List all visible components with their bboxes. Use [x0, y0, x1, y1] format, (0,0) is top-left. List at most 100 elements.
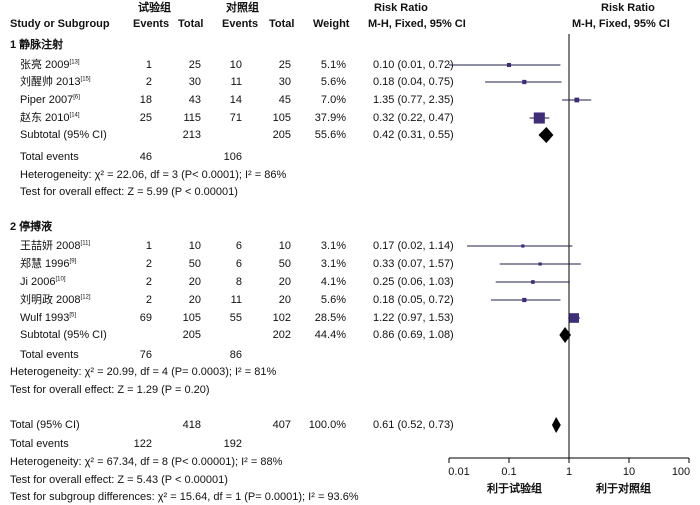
subtotal-label: Subtotal (95% CI): [20, 329, 107, 341]
ci-cell: 0.25 (0.06, 1.03): [373, 276, 454, 288]
total2-header: Total: [269, 18, 295, 30]
ci-cell: 0.32 (0.22, 0.47): [373, 112, 454, 124]
events1-cell: 2: [145, 258, 152, 270]
total2-cell: 407: [272, 419, 291, 431]
subgroup-differences-text: Test for subgroup differences: χ² = 15.6…: [10, 491, 359, 503]
overall-effect-text: Test for overall effect: Z = 5.43 (P < 0…: [10, 474, 228, 486]
total1-cell: 418: [182, 419, 201, 431]
ci-cell: 0.17 (0.02, 1.14): [373, 240, 454, 252]
events2-cell: 55: [229, 312, 242, 324]
study-point: [522, 297, 527, 303]
x-tick-label: 10: [622, 466, 636, 478]
ci-cell: 0.86 (0.69, 1.08): [373, 329, 454, 341]
weight-cell: 5.6%: [320, 76, 346, 88]
total-events-label: Total events: [20, 151, 79, 163]
weight-cell: 5.1%: [320, 59, 346, 71]
pooled-diamond: [551, 417, 561, 433]
study-name-cell: 郑慧 1996[9]: [20, 258, 77, 270]
group2-header: 对照组: [226, 2, 259, 14]
events2-cell: 10: [229, 59, 242, 71]
heterogeneity-text: Heterogeneity: χ² = 20.99, df = 4 (P= 0.…: [10, 366, 277, 378]
group1-header: 试验组: [138, 2, 171, 14]
events1-cell: 2: [145, 76, 152, 88]
events2-cell: 71: [229, 112, 242, 124]
favors-right-label: 利于对照组: [596, 483, 651, 495]
total1-cell: 30: [188, 76, 201, 88]
study-point: [521, 244, 525, 248]
plot-method-header: M-H, Fixed, 95% CI: [572, 18, 670, 30]
heterogeneity-text: Heterogeneity: χ² = 22.06, df = 3 (P< 0.…: [20, 169, 287, 181]
ci-cell: 0.61 (0.52, 0.73): [373, 419, 454, 431]
weight-cell: 28.5%: [314, 312, 346, 324]
weight-cell: 100.0%: [308, 419, 346, 431]
total2-cell: 102: [272, 312, 291, 324]
study-name-cell: 赵东 2010[14]: [20, 112, 80, 124]
events2-cell: 192: [223, 438, 242, 450]
favors-left-label: 利于试验组: [487, 483, 542, 495]
total1-cell: 10: [188, 240, 201, 252]
study-name-cell: Piper 2007[6]: [20, 94, 80, 106]
ci-cell: 0.18 (0.05, 0.72): [373, 294, 454, 306]
study-name-cell: Wulf 1993[5]: [20, 312, 76, 324]
study-name-cell: 张亮 2009[13]: [20, 59, 80, 71]
subgroup-title: 1 静脉注射: [10, 39, 64, 51]
weight-cell: 7.0%: [320, 94, 346, 106]
study-point: [569, 313, 579, 323]
pooled-diamond: [538, 127, 554, 143]
ci-cell: 0.33 (0.07, 1.57): [373, 258, 454, 270]
events1-cell: 1: [145, 240, 152, 252]
events2-cell: 106: [223, 151, 242, 163]
study-point: [574, 97, 580, 103]
x-tick-label: 0.01: [448, 466, 470, 478]
events2-cell: 6: [235, 258, 242, 270]
total2-cell: 10: [278, 240, 291, 252]
plot-header: Risk Ratio: [601, 2, 655, 14]
events2-cell: 6: [235, 240, 242, 252]
study-name-cell: 刘明政 2008[12]: [20, 294, 91, 306]
overall-effect-text: Test for overall effect: Z = 1.29 (P = 0…: [10, 384, 210, 396]
total2-cell: 205: [272, 129, 291, 141]
study-name-cell: Ji 2006[10]: [20, 276, 66, 288]
total-events-label: Total events: [20, 349, 79, 361]
study-point: [531, 280, 535, 284]
weight-cell: 44.4%: [314, 329, 346, 341]
subgroup-title: 2 停搏液: [10, 221, 53, 233]
total2-cell: 45: [278, 94, 291, 106]
events2-header: Events: [222, 18, 259, 30]
events2-cell: 14: [229, 94, 242, 106]
weight-cell: 3.1%: [320, 240, 346, 252]
events1-cell: 1: [145, 59, 152, 71]
total1-cell: 213: [182, 129, 201, 141]
study-name-cell: 刘醒帅 2013[15]: [20, 76, 91, 88]
study-col-header: Study or Subgroup: [10, 18, 110, 30]
total-events-label: Total events: [10, 438, 69, 450]
total1-cell: 20: [188, 294, 201, 306]
study-point: [506, 62, 512, 68]
events1-cell: 2: [145, 294, 152, 306]
total-label: Total (95% CI): [10, 419, 80, 431]
subtotal-label: Subtotal (95% CI): [20, 129, 107, 141]
weight-cell: 5.6%: [320, 294, 346, 306]
study-name-cell: 王喆妍 2008[11]: [20, 240, 91, 252]
events2-cell: 8: [235, 276, 242, 288]
x-tick-label: 1: [565, 466, 573, 478]
total1-cell: 115: [183, 112, 201, 124]
weight-cell: 37.9%: [314, 112, 346, 124]
events2-cell: 86: [229, 349, 242, 361]
total1-cell: 105: [182, 312, 201, 324]
total1-header: Total: [178, 18, 204, 30]
total1-cell: 25: [188, 59, 201, 71]
events1-cell: 69: [139, 312, 152, 324]
study-point: [533, 112, 545, 124]
events1-header: Events: [133, 18, 170, 30]
total2-cell: 30: [278, 76, 291, 88]
total2-cell: 105: [272, 112, 291, 124]
total1-cell: 43: [188, 94, 201, 106]
total2-cell: 20: [278, 276, 291, 288]
ci-cell: 0.10 (0.01, 0.72): [373, 59, 454, 71]
study-point: [522, 79, 527, 85]
events2-cell: 11: [230, 294, 242, 306]
weight-cell: 3.1%: [320, 258, 346, 270]
ci-cell: 1.22 (0.97, 1.53): [373, 312, 454, 324]
